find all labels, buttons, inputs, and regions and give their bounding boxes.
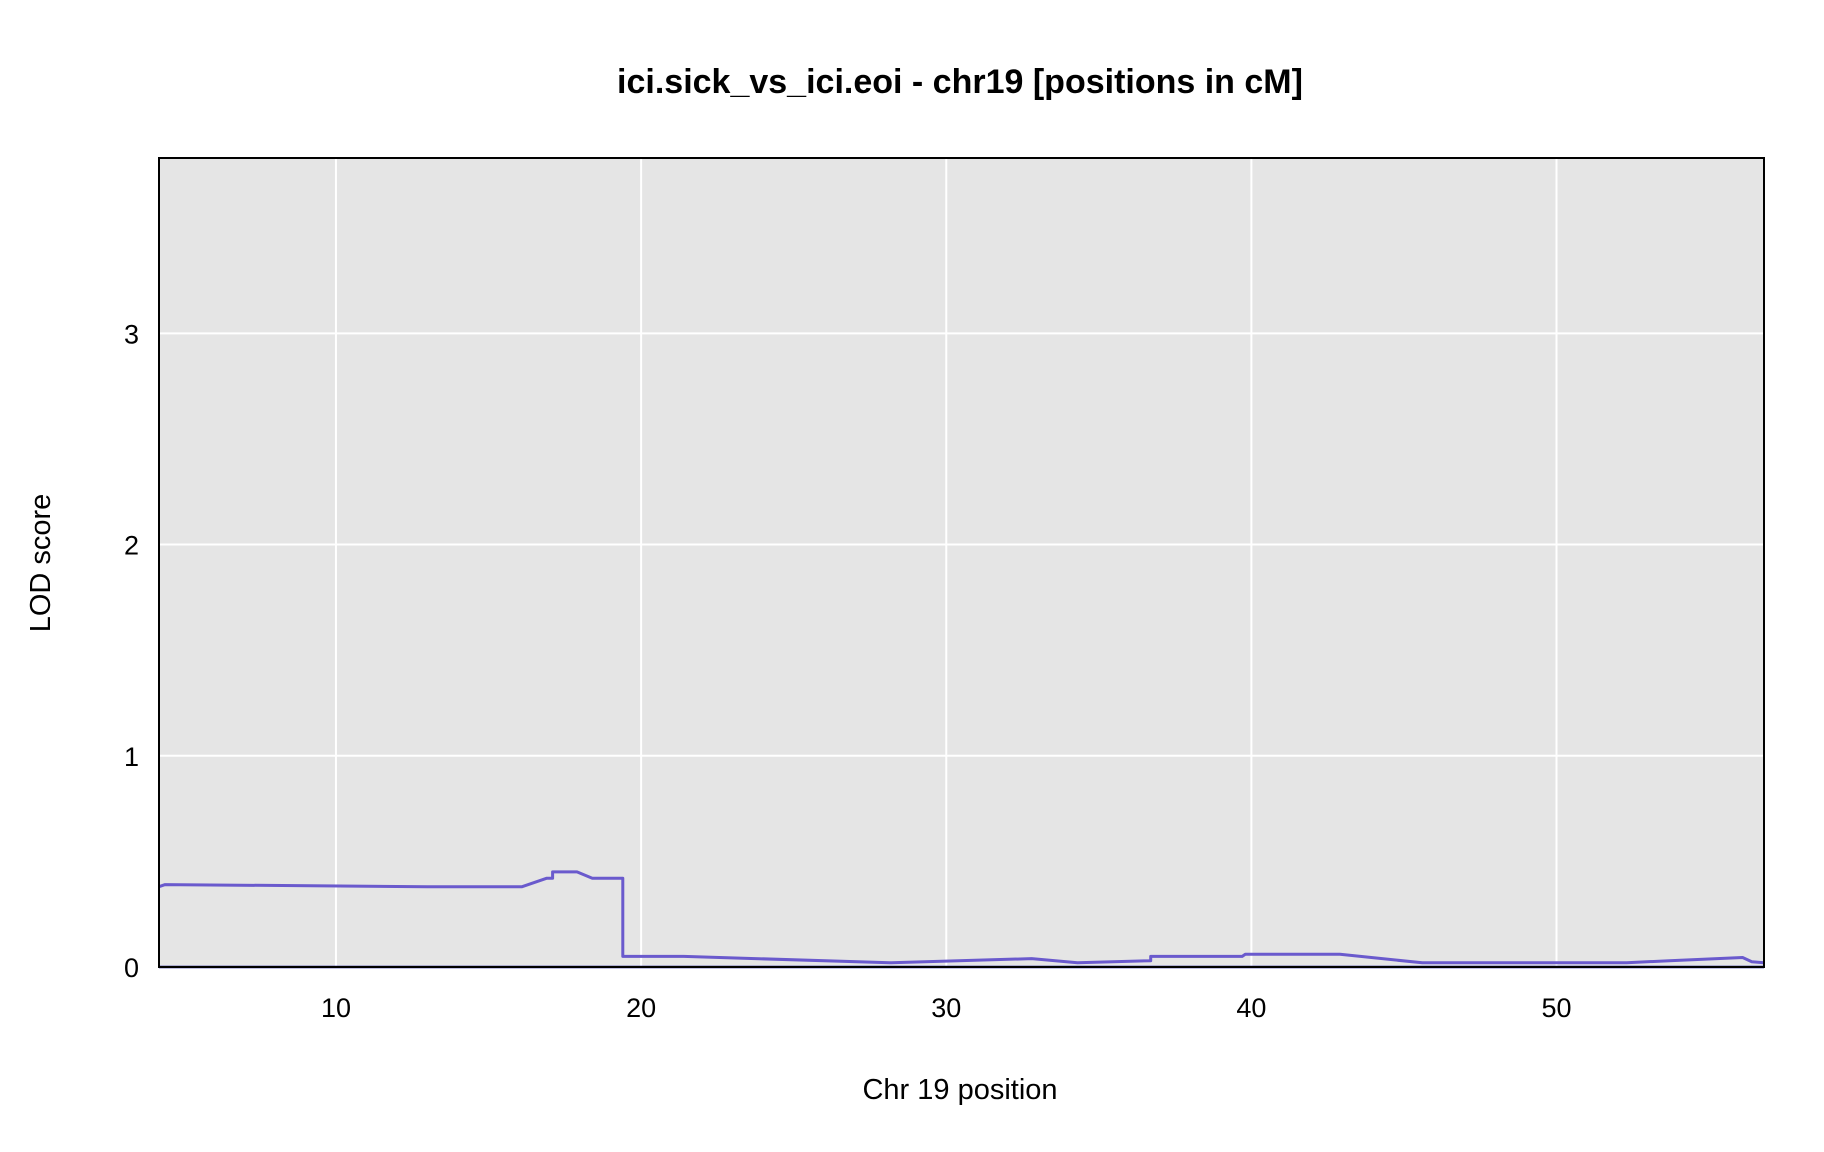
y-tick-label-3: 3: [124, 319, 139, 349]
plot-frame: [158, 157, 1765, 968]
x-tick-label-30: 30: [931, 993, 961, 1023]
y-tick-label-1: 1: [124, 742, 139, 772]
y-tick-label-0: 0: [124, 953, 139, 983]
x-tick-label-50: 50: [1541, 993, 1571, 1023]
x-tick-label-20: 20: [626, 993, 656, 1023]
y-tick-label-2: 2: [124, 531, 139, 561]
x-axis-label: Chr 19 position: [862, 1074, 1057, 1106]
chart-title: ici.sick_vs_ici.eoi - chr19 [positions i…: [617, 63, 1303, 101]
plot-background: [159, 158, 1764, 967]
x-tick-label-40: 40: [1236, 993, 1266, 1023]
x-tick-label-10: 10: [321, 993, 351, 1023]
plot-area: 10 20 30 40 50 0 1 2 3: [124, 157, 1765, 1023]
lod-series-line-0: [158, 870, 1765, 965]
y-axis-label: LOD score: [25, 494, 57, 633]
